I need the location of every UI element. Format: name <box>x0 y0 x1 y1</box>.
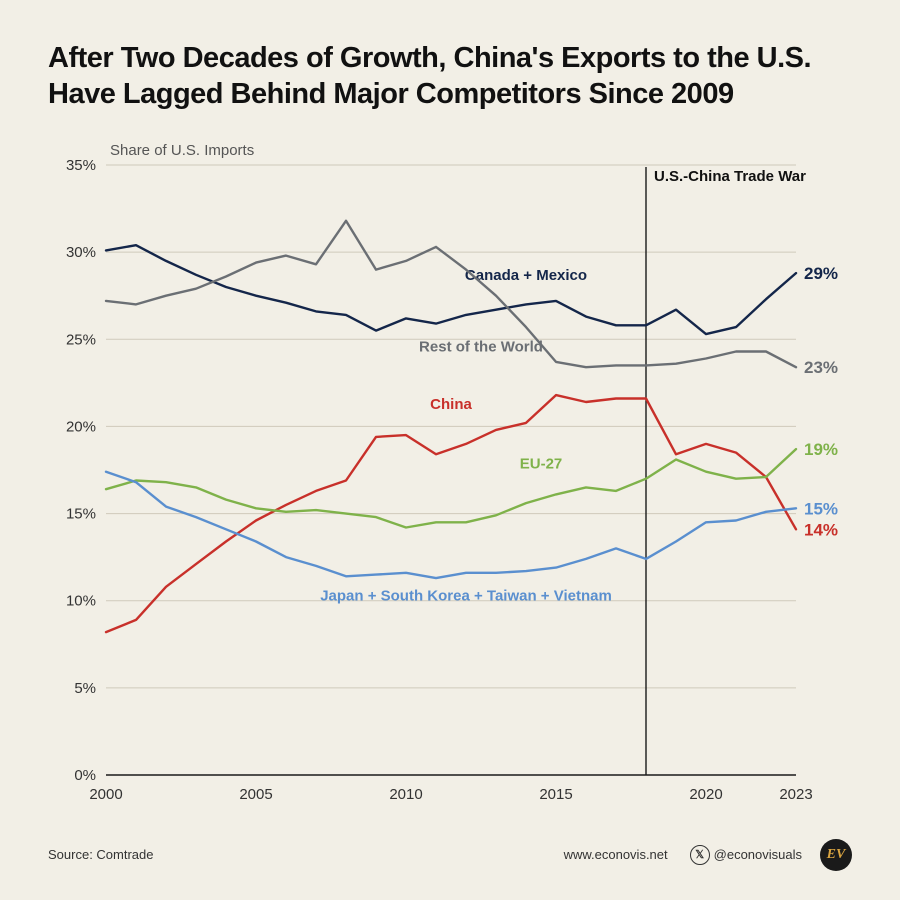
y-tick-label: 0% <box>74 767 96 784</box>
series-end-label: 19% <box>804 440 838 459</box>
x-tick-label: 2005 <box>239 786 272 803</box>
y-tick-label: 10% <box>66 592 96 609</box>
line-chart: Share of U.S. Imports 0% 5% 10% 15% 20% 25% 30%… <box>48 135 852 821</box>
series-line <box>106 471 796 577</box>
series-line <box>106 449 796 527</box>
page-title: After Two Decades of Growth, China's Exp… <box>48 40 852 113</box>
x-tick-label: 2000 <box>89 786 122 803</box>
chart-subtitle: Share of U.S. Imports <box>110 142 254 159</box>
econovis-badge-icon: EV <box>820 839 852 871</box>
series-end-label: 14% <box>804 520 838 539</box>
y-tick-label: 15% <box>66 505 96 522</box>
series-label: China <box>430 396 472 413</box>
y-tick-label: 5% <box>74 679 96 696</box>
series-label: Japan + South Korea + Taiwan + Vietnam <box>320 587 612 604</box>
series-label: EU-27 <box>520 455 563 472</box>
series-label: Rest of the World <box>419 338 543 355</box>
series-end-label: 29% <box>804 264 838 283</box>
series-end-label: 23% <box>804 358 838 377</box>
x-tick-label: 2010 <box>389 786 422 803</box>
chart-container: Share of U.S. Imports 0% 5% 10% 15% 20% 25% 30%… <box>48 135 852 821</box>
y-tick-label: 20% <box>66 418 96 435</box>
x-twitter-icon: 𝕏 <box>690 845 710 865</box>
footer: Source: Comtrade www.econovis.net 𝕏 @eco… <box>48 839 852 871</box>
site-link: www.econovis.net <box>564 847 668 862</box>
x-tick-label: 2015 <box>539 786 572 803</box>
y-tick-label: 25% <box>66 331 96 348</box>
series-end-label: 15% <box>804 499 838 518</box>
series-label: Canada + Mexico <box>465 267 587 284</box>
x-tick-label: 2020 <box>689 786 722 803</box>
x-tick-label: 2023 <box>779 786 812 803</box>
trade-war-label: U.S.-China Trade War <box>654 168 806 185</box>
source-text: Source: Comtrade <box>48 847 154 862</box>
y-tick-label: 30% <box>66 244 96 261</box>
y-tick-label: 35% <box>66 157 96 174</box>
twitter-handle: @econovisuals <box>714 847 802 862</box>
